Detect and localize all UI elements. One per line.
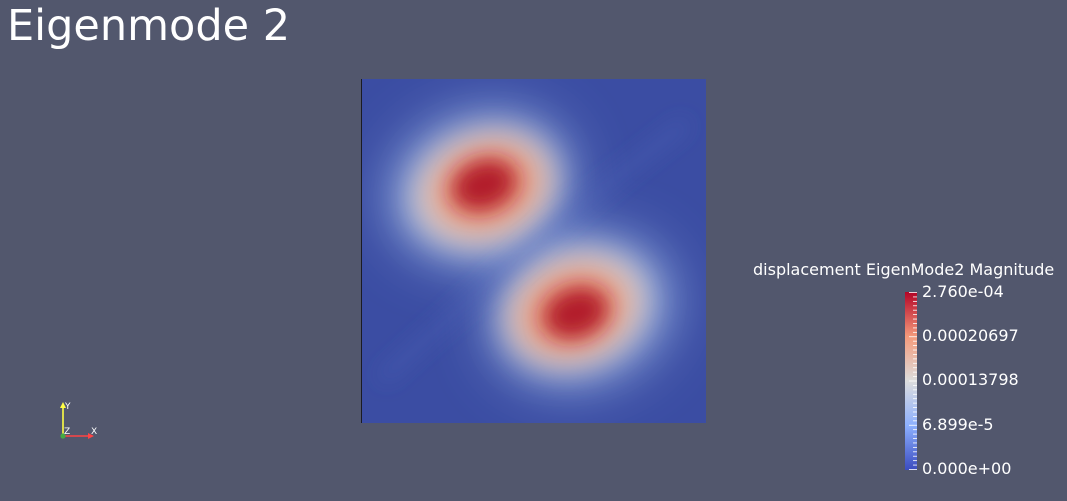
view-title: Eigenmode 2 xyxy=(7,1,291,51)
z-axis-label: Z xyxy=(64,427,70,437)
eigenmode-render[interactable] xyxy=(361,79,706,423)
y-axis-label: Y xyxy=(64,402,71,412)
colorbar-tick-min: 0.000e+00 xyxy=(922,459,1012,478)
axes-triad-icon: Y Z X xyxy=(60,402,97,439)
colorbar-minor-ticks xyxy=(909,292,917,470)
colorbar-tick-2: 0.00013798 xyxy=(922,370,1019,389)
eigenmode-surface xyxy=(362,79,706,423)
x-axis-label: X xyxy=(91,427,97,437)
colorbar-tick-3: 0.00020697 xyxy=(922,326,1019,345)
colorbar-gradient xyxy=(905,292,917,470)
colorbar-tick-1: 6.899e-5 xyxy=(922,415,994,434)
x-axis-arrow xyxy=(88,433,94,439)
colorbar-title: displacement EigenMode2 Magnitude xyxy=(753,260,1055,279)
z-axis-dot xyxy=(60,433,66,439)
colorbar-tick-max: 2.760e-04 xyxy=(922,282,1004,301)
y-axis-arrow xyxy=(60,402,66,408)
orientation-axes[interactable]: Y Z X xyxy=(52,398,106,448)
colorbar[interactable] xyxy=(905,292,917,470)
